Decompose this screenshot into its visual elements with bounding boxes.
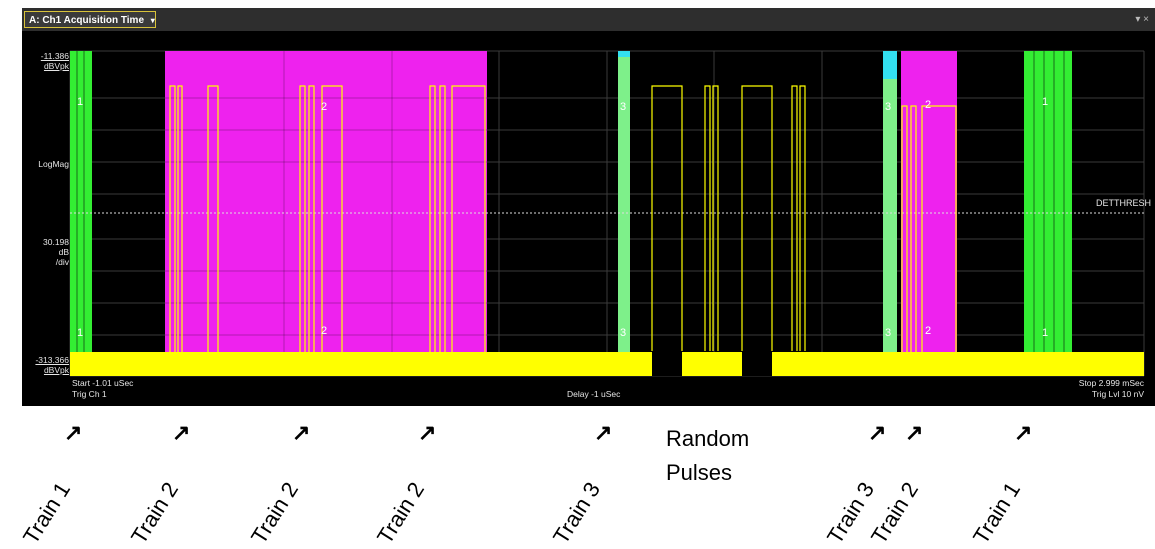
train1-block-left <box>70 51 92 376</box>
delay-label: Delay -1 uSec <box>567 389 621 399</box>
train-label-4: Train 2 <box>372 477 430 549</box>
train3-cap-right <box>883 51 897 79</box>
y-top-unit: dBVpk <box>43 61 69 71</box>
arrow-up-right-icon: ↗ <box>292 420 311 445</box>
marker-train2-top: 2 <box>321 101 327 113</box>
marker-train2r-top: 2 <box>925 99 931 111</box>
arrow-up-right-icon: ↗ <box>172 420 191 445</box>
y-bottom-value: -313.366 <box>35 355 69 365</box>
tab-acquisition-time[interactable]: A: Ch1 Acquisition Time ▾ <box>24 11 156 28</box>
marker-train1-bottom: 1 <box>77 327 83 339</box>
train-label-8: Train 1 <box>968 477 1026 549</box>
marker-train2r-bottom: 2 <box>925 325 931 337</box>
format-label: LogMag <box>38 159 69 169</box>
marker-train3r-bottom: 3 <box>885 327 891 339</box>
analyzer-window: A: Ch1 Acquisition Time ▾ ▾ × <box>22 8 1155 406</box>
marker-train2-bottom: 2 <box>321 325 327 337</box>
y-bottom-unit: dBVpk <box>43 365 69 375</box>
marker-train3-bottom: 3 <box>620 327 626 339</box>
y-top-value: -11.386 <box>40 51 69 61</box>
scale-unit-div: /div <box>55 257 69 267</box>
title-bar: A: Ch1 Acquisition Time ▾ ▾ × <box>22 8 1155 31</box>
train3-cap-left <box>618 51 630 57</box>
threshold-label: DETTHRESH <box>1095 198 1151 208</box>
trig-level: Trig Lvl 10 nV <box>1091 389 1144 399</box>
train-label-5: Train 3 <box>548 477 606 549</box>
random-pulses-label: Random Pulses <box>666 426 750 485</box>
stop-label: Stop 2.999 mSec <box>1078 378 1144 388</box>
noise-floor <box>70 352 1144 376</box>
arrow-up-right-icon: ↗ <box>418 420 437 445</box>
window-controls[interactable]: ▾ × <box>1135 14 1149 25</box>
trace-plot[interactable]: 1 1 2 2 3 3 3 3 2 2 1 1 -11.386 dBVpk Lo… <box>22 31 1155 406</box>
marker-train3r-top: 3 <box>885 101 891 113</box>
trace-canvas: 1 1 2 2 3 3 3 3 2 2 1 1 <box>69 50 1145 377</box>
scale-value: 30.198 <box>43 237 69 247</box>
arrow-up-right-icon: ↗ <box>594 420 613 445</box>
marker-train1-top: 1 <box>77 96 83 108</box>
scale-unit-db: dB <box>58 247 69 257</box>
marker-train3-top: 3 <box>620 101 626 113</box>
tab-title: A: Ch1 Acquisition Time <box>29 15 145 26</box>
pulse-outlines <box>169 85 957 376</box>
arrow-up-right-icon: ↗ <box>868 420 887 445</box>
train-label-1: Train 1 <box>18 477 76 549</box>
arrow-up-right-icon: ↗ <box>905 420 924 445</box>
marker-train1r-top: 1 <box>1042 96 1048 108</box>
chevron-down-icon[interactable]: ▾ <box>150 16 155 25</box>
arrow-up-right-icon: ↗ <box>1014 420 1033 445</box>
start-label: Start -1.01 uSec <box>72 378 134 388</box>
train-label-3: Train 2 <box>246 477 304 549</box>
trig-channel: Trig Ch 1 <box>72 389 107 399</box>
train-label-2: Train 2 <box>126 477 184 549</box>
marker-train1r-bottom: 1 <box>1042 327 1048 339</box>
arrow-up-right-icon: ↗ <box>64 420 83 445</box>
